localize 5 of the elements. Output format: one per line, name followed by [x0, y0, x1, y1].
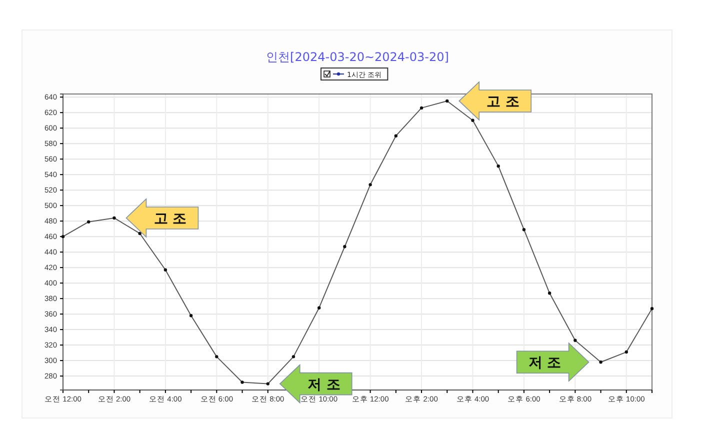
annotation: 저 조: [528, 355, 562, 372]
annotation: 고 조: [486, 94, 520, 110]
chart-title: 인천[2024-03-20~2024-03-20]: [266, 50, 449, 64]
annotation: 저 조: [307, 376, 340, 393]
annotation: 고 조: [154, 210, 187, 227]
